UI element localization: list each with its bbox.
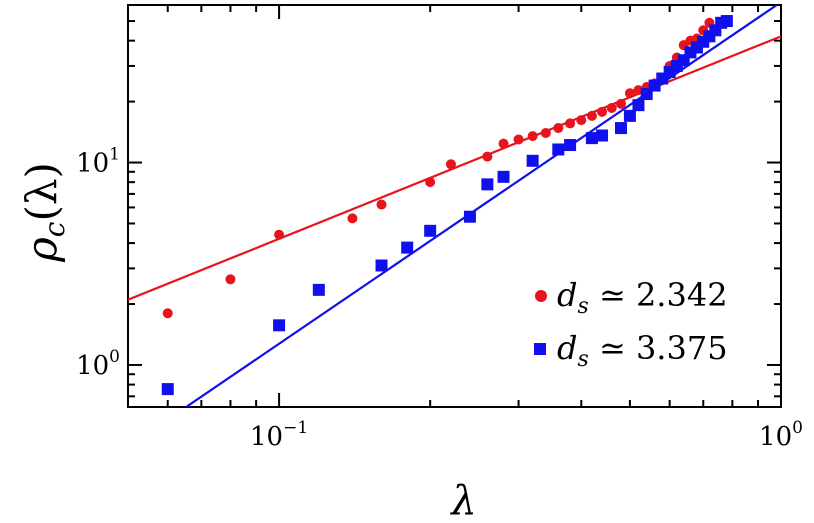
legend-label-red: ds ≃ 2.342: [557, 276, 728, 319]
data-point-square: [552, 143, 565, 156]
x-axis-label: λ: [449, 478, 476, 523]
data-point-circle: [540, 127, 551, 138]
data-point-square: [312, 283, 325, 296]
data-point-circle: [274, 229, 285, 240]
data-point-circle: [576, 115, 587, 126]
legend-label-blue: ds ≃ 3.375: [557, 329, 728, 372]
legend-entry-red: ds ≃ 2.342: [535, 276, 728, 319]
tick-labels: 10−1 100 100 101: [76, 145, 803, 452]
data-point-circle: [553, 123, 564, 134]
data-point-circle: [376, 199, 387, 210]
plot-frame: [127, 4, 782, 408]
data-point-square: [615, 122, 628, 135]
fit-line-0: [128, 35, 781, 301]
data-point-circle: [425, 177, 436, 188]
data-point-square: [161, 383, 174, 396]
y-tick-label: 100: [76, 347, 120, 381]
y-axis-label: ρc(λ): [17, 162, 71, 263]
data-point-circle: [162, 308, 173, 319]
data-point-circle: [225, 274, 236, 285]
x-tick-label: 100: [759, 418, 803, 452]
legend: ds ≃ 2.342 ds ≃ 3.375: [534, 276, 728, 372]
data-points: [161, 15, 733, 396]
data-point-circle: [586, 110, 597, 121]
data-point-square: [596, 129, 609, 142]
data-point-circle: [482, 151, 493, 162]
axis-ticks: [127, 4, 782, 407]
data-point-square: [526, 154, 539, 167]
data-point-square: [481, 178, 494, 191]
y-label-main: ρ: [17, 237, 66, 263]
data-point-circle: [624, 88, 635, 99]
data-point-circle: [445, 159, 456, 170]
data-point-square: [375, 259, 388, 272]
y-label-arg: (λ): [17, 162, 66, 221]
legend-entry-blue: ds ≃ 3.375: [534, 329, 728, 372]
data-point-circle: [527, 131, 538, 142]
data-point-circle: [513, 134, 524, 145]
data-point-square: [623, 109, 636, 122]
legend-marker-square: [534, 343, 546, 355]
data-point-circle: [606, 102, 617, 113]
data-point-circle: [597, 106, 608, 117]
data-point-square: [585, 132, 598, 145]
data-point-square: [632, 99, 645, 112]
fit-lines: [128, 5, 781, 407]
data-point-square: [273, 319, 286, 332]
x-tick-label: 10−1: [250, 418, 308, 452]
data-point-circle: [616, 98, 627, 109]
legend-marker-circle: [535, 290, 547, 302]
y-label-sub: c: [38, 221, 71, 237]
data-point-square: [401, 241, 414, 254]
data-point-square: [463, 210, 476, 223]
data-point-square: [720, 15, 733, 28]
data-point-square: [497, 170, 510, 183]
fit-line-1: [184, 5, 779, 407]
data-point-square: [424, 224, 437, 237]
data-point-circle: [565, 118, 576, 129]
data-point-square: [564, 139, 577, 152]
data-point-circle: [498, 138, 509, 149]
y-tick-label: 101: [76, 145, 120, 179]
data-point-circle: [347, 213, 358, 224]
